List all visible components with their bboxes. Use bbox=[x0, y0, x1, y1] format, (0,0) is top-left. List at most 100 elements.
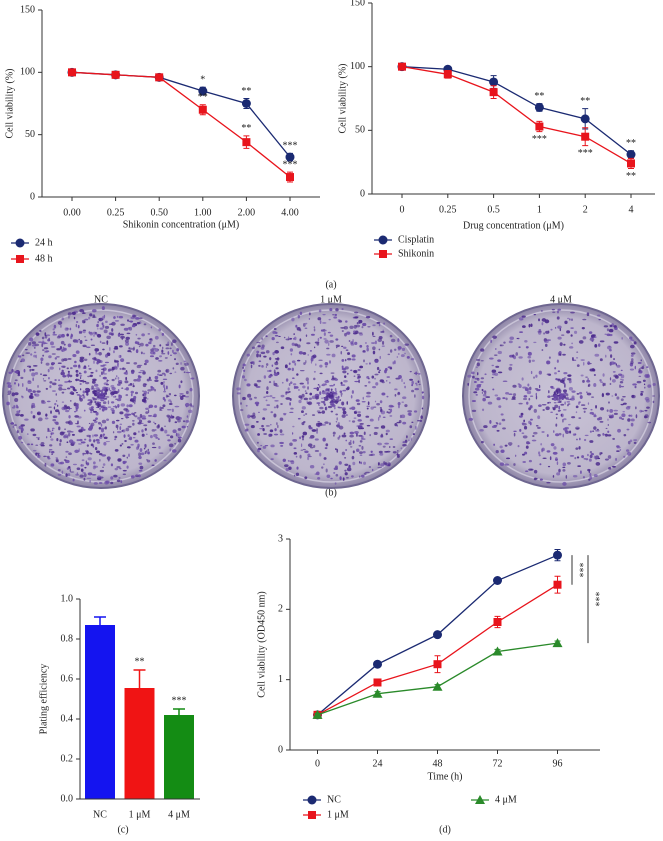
colony bbox=[647, 421, 652, 424]
colony bbox=[146, 433, 148, 435]
colony bbox=[40, 444, 45, 447]
colony bbox=[475, 366, 478, 369]
colony bbox=[68, 432, 71, 437]
colony bbox=[483, 425, 488, 429]
colony bbox=[500, 449, 505, 453]
colony bbox=[547, 395, 551, 398]
colony bbox=[178, 384, 181, 389]
colony bbox=[363, 359, 365, 363]
y-tick-label: 0.2 bbox=[61, 753, 74, 764]
colony bbox=[605, 433, 608, 437]
colony bbox=[42, 374, 48, 377]
colony bbox=[344, 358, 347, 362]
colony bbox=[344, 472, 348, 476]
colony bbox=[640, 392, 643, 396]
colony bbox=[301, 393, 305, 398]
colony bbox=[100, 399, 105, 402]
x-tick-label: 0.25 bbox=[107, 207, 125, 218]
colony bbox=[342, 389, 347, 392]
colony bbox=[512, 393, 517, 397]
legend-label: 1 μM bbox=[327, 809, 349, 820]
colony bbox=[326, 474, 331, 479]
colony bbox=[365, 315, 371, 319]
colony bbox=[274, 400, 279, 402]
colony bbox=[108, 387, 110, 391]
colony bbox=[562, 433, 564, 438]
colony bbox=[65, 459, 70, 464]
colony bbox=[394, 388, 398, 391]
colony bbox=[132, 437, 136, 439]
colony bbox=[92, 410, 95, 413]
colony bbox=[255, 386, 261, 388]
colony bbox=[93, 481, 98, 485]
colony bbox=[146, 378, 150, 382]
colony bbox=[528, 359, 531, 363]
colony bbox=[397, 338, 400, 343]
colony bbox=[347, 357, 352, 361]
marker bbox=[489, 88, 498, 97]
marker bbox=[433, 660, 442, 669]
colony bbox=[127, 319, 129, 322]
colony bbox=[541, 318, 547, 322]
colony bbox=[548, 390, 550, 394]
colony bbox=[364, 342, 367, 344]
colony bbox=[48, 448, 53, 451]
colony bbox=[154, 405, 158, 408]
marker bbox=[553, 550, 562, 560]
colony bbox=[376, 321, 381, 324]
colony bbox=[311, 429, 317, 432]
marker bbox=[378, 235, 388, 245]
colony bbox=[602, 392, 604, 396]
colony bbox=[132, 422, 135, 426]
colony bbox=[567, 423, 571, 426]
colony bbox=[609, 382, 612, 386]
colony bbox=[142, 393, 147, 397]
colony bbox=[150, 326, 153, 329]
colony bbox=[84, 335, 86, 338]
colony bbox=[83, 473, 87, 478]
colony bbox=[555, 417, 558, 420]
colony bbox=[304, 476, 308, 480]
bar bbox=[124, 688, 155, 799]
colony bbox=[401, 401, 405, 403]
colony bbox=[141, 433, 145, 437]
colony bbox=[102, 463, 106, 466]
colony bbox=[331, 404, 336, 408]
colony bbox=[258, 360, 262, 363]
colony bbox=[92, 434, 94, 438]
colony bbox=[58, 426, 61, 431]
significance: ** bbox=[580, 96, 590, 107]
colony bbox=[575, 405, 579, 409]
colony bbox=[554, 367, 557, 370]
colony bbox=[134, 439, 139, 443]
colony bbox=[164, 373, 166, 377]
colony bbox=[581, 326, 585, 330]
colony bbox=[476, 377, 480, 381]
colony bbox=[597, 417, 601, 421]
colony bbox=[70, 334, 74, 338]
colony bbox=[353, 411, 356, 413]
colony bbox=[158, 360, 163, 362]
colony bbox=[496, 397, 501, 401]
x-tick-label: 4 bbox=[629, 204, 634, 215]
colony bbox=[594, 455, 600, 460]
colony bbox=[154, 335, 159, 340]
colony bbox=[31, 368, 35, 371]
colony bbox=[495, 421, 498, 424]
colony bbox=[115, 395, 117, 398]
colony bbox=[592, 413, 594, 416]
colony bbox=[36, 390, 41, 393]
colony bbox=[265, 350, 270, 354]
colony bbox=[528, 459, 532, 463]
x-axis-title: Shikonin concentration (μM) bbox=[123, 219, 239, 230]
colony bbox=[75, 373, 79, 377]
colony bbox=[49, 366, 54, 370]
colony bbox=[521, 315, 526, 318]
colony bbox=[122, 473, 126, 476]
colony bbox=[170, 354, 172, 357]
colony bbox=[548, 356, 551, 359]
colony bbox=[629, 336, 633, 340]
colony bbox=[390, 338, 396, 343]
colony bbox=[129, 382, 133, 386]
colony bbox=[530, 468, 534, 471]
